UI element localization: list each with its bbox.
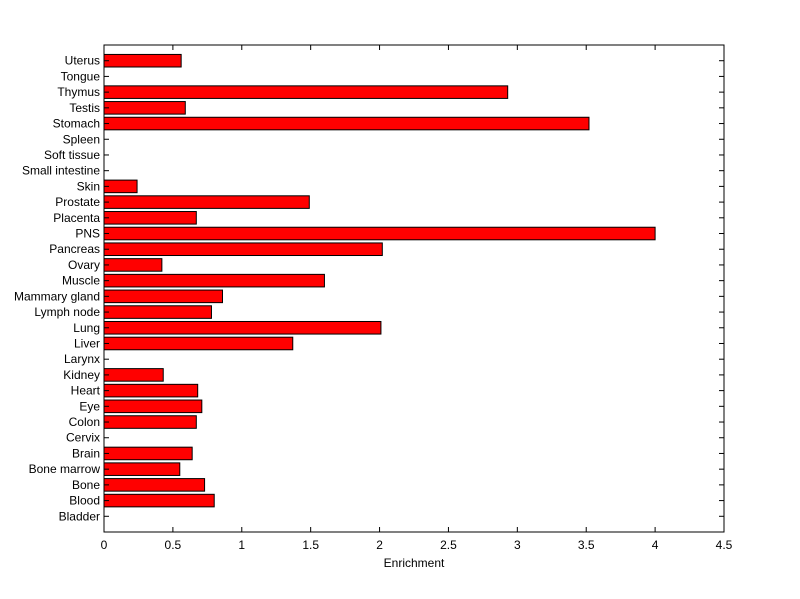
- x-tick-label-6: 3: [514, 538, 521, 552]
- x-tick-label-3: 1.5: [302, 538, 319, 552]
- bar-colon: [103, 415, 197, 429]
- bar-eye: [103, 399, 203, 414]
- x-tick-label-9: 4.5: [716, 538, 733, 552]
- y-tick-label-brain: Brain: [72, 446, 100, 460]
- bar-lymph-node: [103, 305, 212, 319]
- x-tick-label-0: 0: [101, 538, 108, 552]
- y-tick-label-bone: Bone: [72, 478, 100, 492]
- y-tick-label-thymus: Thymus: [57, 85, 100, 99]
- bar-blood: [103, 493, 215, 508]
- y-tick-label-skin: Skin: [77, 179, 100, 193]
- y-tick-label-testis: Testis: [69, 101, 100, 115]
- bar-thymus: [103, 85, 509, 99]
- x-tick-label-8: 4: [652, 538, 659, 552]
- bar-liver: [103, 336, 294, 351]
- y-tick-label-mammary-gland: Mammary gland: [14, 289, 100, 303]
- y-tick-label-larynx: Larynx: [64, 352, 100, 366]
- y-tick-label-ovary: Ovary: [68, 258, 100, 272]
- bar-prostate: [103, 195, 310, 209]
- y-tick-label-muscle: Muscle: [62, 274, 100, 288]
- y-tick-label-cervix: Cervix: [66, 431, 100, 445]
- x-tick-label-5: 2.5: [440, 538, 457, 552]
- y-tick-label-pns: PNS: [75, 227, 100, 241]
- y-tick-label-uterus: Uterus: [65, 54, 100, 68]
- bar-stomach: [103, 116, 590, 131]
- bar-lung: [103, 320, 382, 335]
- x-tick-label-4: 2: [376, 538, 383, 552]
- bar-brain: [103, 446, 193, 461]
- bar-bone: [103, 478, 206, 492]
- y-tick-label-tongue: Tongue: [61, 69, 101, 83]
- bar-pancreas: [103, 242, 383, 257]
- y-tick-label-soft-tissue: Soft tissue: [44, 148, 100, 162]
- y-tick-label-placenta: Placenta: [53, 211, 100, 225]
- x-tick-label-1: 0.5: [165, 538, 182, 552]
- y-tick-label-bladder: Bladder: [59, 509, 100, 523]
- y-tick-label-kidney: Kidney: [63, 368, 100, 382]
- y-tick-label-prostate: Prostate: [55, 195, 100, 209]
- y-tick-label-pancreas: Pancreas: [49, 242, 100, 256]
- y-tick-label-lung: Lung: [73, 321, 100, 335]
- bar-ovary: [103, 258, 163, 272]
- y-tick-label-colon: Colon: [69, 415, 100, 429]
- bar-kidney: [103, 368, 164, 382]
- bar-heart: [103, 383, 199, 398]
- x-tick-label-2: 1: [238, 538, 245, 552]
- x-axis-title: Enrichment: [384, 556, 445, 570]
- y-tick-label-eye: Eye: [79, 399, 100, 413]
- bar-bone-marrow: [103, 462, 181, 476]
- y-tick-label-lymph-node: Lymph node: [34, 305, 100, 319]
- y-tick-label-spleen: Spleen: [63, 132, 100, 146]
- bar-placenta: [103, 211, 197, 225]
- plot-area-frame: [103, 44, 725, 533]
- y-tick-label-small-intestine: Small intestine: [22, 164, 100, 178]
- bar-pns: [103, 226, 656, 241]
- bar-testis: [103, 101, 186, 115]
- x-tick-label-7: 3.5: [578, 538, 595, 552]
- ticks-layer: [103, 45, 725, 532]
- y-tick-label-liver: Liver: [74, 336, 100, 350]
- y-tick-label-stomach: Stomach: [53, 117, 100, 131]
- bar-mammary-gland: [103, 289, 223, 304]
- y-tick-label-bone-marrow: Bone marrow: [29, 462, 101, 476]
- y-tick-label-heart: Heart: [71, 384, 101, 398]
- bar-muscle: [103, 273, 325, 288]
- y-tick-label-blood: Blood: [69, 494, 100, 508]
- bar-uterus: [103, 53, 182, 68]
